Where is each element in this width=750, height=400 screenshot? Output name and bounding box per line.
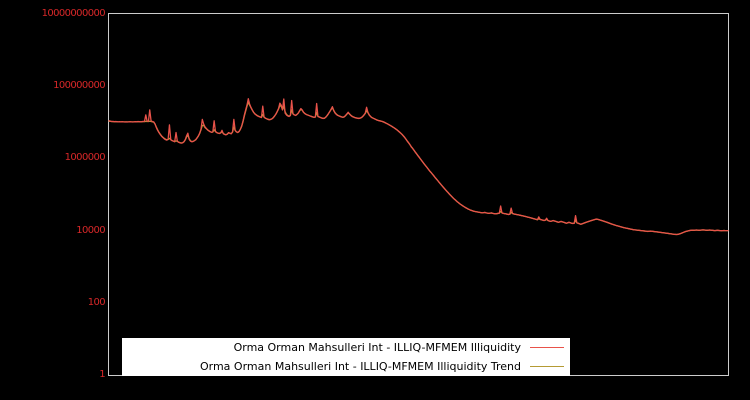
legend-label: Orma Orman Mahsulleri Int - ILLIQ-MFMEM …: [199, 360, 521, 373]
chart-legend: Orma Orman Mahsulleri Int - ILLIQ-MFMEM …: [122, 338, 570, 376]
legend-line-swatch: [530, 347, 564, 348]
plot-frame: [108, 13, 729, 376]
legend-label: Orma Orman Mahsulleri Int - ILLIQ-MFMEM …: [233, 341, 521, 354]
legend-entry: Orma Orman Mahsulleri Int - ILLIQ-MFMEM …: [122, 357, 570, 376]
legend-entry: Orma Orman Mahsulleri Int - ILLIQ-MFMEM …: [122, 338, 570, 357]
y-tick-label: 10000000000: [41, 8, 106, 19]
y-tick-label: 10000: [76, 224, 105, 236]
legend-line-swatch: [530, 366, 564, 367]
series-illiquidity: [108, 98, 729, 236]
series-layer: [108, 98, 729, 236]
y-tick-label: 1000000: [64, 152, 106, 164]
y-tick-label: 1: [99, 369, 105, 380]
y-tick-label: 100000000: [53, 80, 105, 92]
y-tick-label: 100: [87, 296, 106, 308]
